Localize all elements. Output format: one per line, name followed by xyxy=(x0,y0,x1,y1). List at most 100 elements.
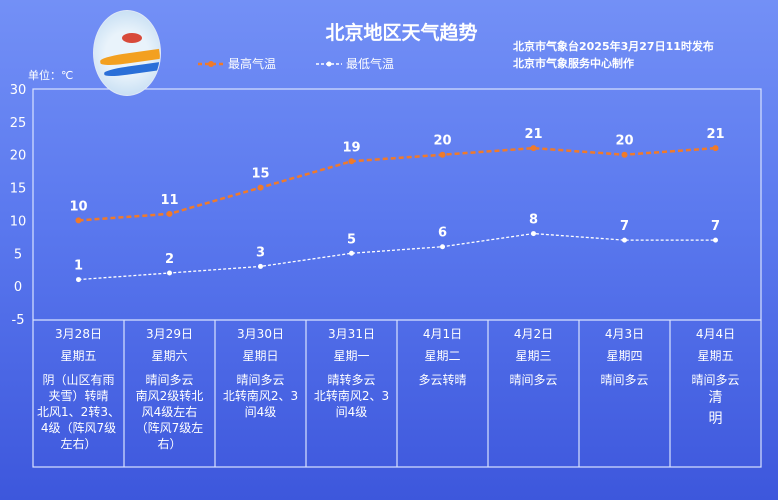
data-label: 2 xyxy=(165,252,174,267)
data-point xyxy=(349,250,354,256)
y-tick-label: -5 xyxy=(12,313,25,328)
data-label: 7 xyxy=(620,219,629,234)
forecast-day: 3月31日星期一晴转多云北转南风2、3 间4级 xyxy=(306,320,397,467)
day-weather-line: 间4级 xyxy=(335,405,368,419)
series-line-low xyxy=(78,232,716,281)
y-tick-label: 10 xyxy=(10,214,27,229)
day-weather-line: 晴间多云 xyxy=(509,373,558,387)
day-weather-line: 间4级 xyxy=(244,405,277,419)
data-point xyxy=(439,151,446,158)
data-label: 8 xyxy=(529,213,538,228)
day-date: 4月4日 xyxy=(695,327,736,341)
y-tick-label: 25 xyxy=(10,116,27,131)
issuer-line-2: 北京市气象服务中心制作 xyxy=(513,57,634,70)
legend-high-marker-icon xyxy=(198,60,224,67)
day-weather-line: （阵风7级左 xyxy=(135,421,204,435)
day-weather-line: 晴间多云 xyxy=(145,373,194,387)
data-label: 6 xyxy=(438,226,447,241)
y-tick-label: 20 xyxy=(10,149,27,164)
legend-low-marker-icon xyxy=(316,61,342,66)
forecast-day: 4月4日星期五晴间多云清明 xyxy=(670,320,761,467)
data-label: 7 xyxy=(711,219,720,234)
meteorological-service-logo xyxy=(93,10,161,96)
data-label: 20 xyxy=(433,134,451,149)
day-weather-line: 晴间多云 xyxy=(691,373,740,387)
data-label: 5 xyxy=(347,232,356,247)
data-point xyxy=(75,217,82,224)
day-weekday: 星期日 xyxy=(242,349,279,363)
y-tick-label: 5 xyxy=(14,247,22,262)
forecast-day: 3月29日星期六晴间多云南风2级转北 风4级左右 （阵风7级左 右） xyxy=(124,320,215,467)
day-weather-line: 左右） xyxy=(60,437,97,451)
forecast-day: 4月3日星期四晴间多云 xyxy=(579,320,670,467)
data-point xyxy=(166,210,173,217)
data-label: 3 xyxy=(256,245,265,260)
data-label: 20 xyxy=(615,134,633,149)
day-date: 3月29日 xyxy=(146,327,193,341)
day-date: 3月28日 xyxy=(55,327,102,341)
day-weekday: 星期四 xyxy=(606,349,643,363)
y-tick-label: 15 xyxy=(10,182,27,197)
day-weather-line: 晴间多云 xyxy=(236,373,285,387)
y-tick-label: 0 xyxy=(14,280,22,295)
day-date: 4月3日 xyxy=(604,327,645,341)
chart-title: 北京地区天气趋势 xyxy=(325,22,478,44)
data-point xyxy=(622,237,627,243)
forecast-day: 4月2日星期三晴间多云 xyxy=(488,320,579,467)
data-label: 1 xyxy=(74,259,83,274)
data-label: 19 xyxy=(342,140,360,155)
data-point xyxy=(257,184,264,191)
day-weather-line: 4级（阵风7级 xyxy=(40,421,117,435)
data-point xyxy=(167,270,172,276)
day-weekday: 星期五 xyxy=(60,349,97,363)
day-weather-line: 夹雪）转晴 xyxy=(48,389,109,403)
data-point xyxy=(713,237,718,243)
data-point xyxy=(76,277,81,283)
forecast-day: 3月30日星期日晴间多云北转南风2、3 间4级 xyxy=(215,320,306,467)
legend-high-label: 最高气温 xyxy=(228,57,277,71)
day-weekday: 星期三 xyxy=(515,349,552,363)
day-date: 4月2日 xyxy=(513,327,554,341)
forecast-day: 4月1日星期二多云转晴 xyxy=(397,320,488,467)
data-label: 15 xyxy=(251,167,269,182)
day-weather-line: 右） xyxy=(157,437,182,451)
forecast-day: 3月28日星期五阴（山区有雨 夹雪）转晴北风1、2转3、 4级（阵风7级 左右） xyxy=(33,320,124,467)
data-point xyxy=(530,145,537,152)
day-weekday: 星期五 xyxy=(697,349,734,363)
data-label: 21 xyxy=(524,127,542,142)
data-label: 10 xyxy=(69,199,87,214)
data-point xyxy=(258,263,263,269)
day-date: 4月1日 xyxy=(422,327,463,341)
day-weather-line: 晴转多云 xyxy=(327,373,376,387)
day-weather-line: 多云转晴 xyxy=(418,373,467,387)
day-weekday: 星期二 xyxy=(424,349,461,363)
data-label: 21 xyxy=(706,127,724,142)
day-weather-line: 晴间多云 xyxy=(600,373,649,387)
day-weather-line: 北转南风2、3 xyxy=(313,389,390,403)
day-weekday: 星期六 xyxy=(151,349,188,363)
data-point xyxy=(712,145,719,152)
issuer-line-1: 北京市气象台2025年3月27日11时发布 xyxy=(513,40,714,53)
data-point xyxy=(621,151,628,158)
y-tick-label: 30 xyxy=(10,83,27,98)
data-label: 11 xyxy=(160,193,178,208)
data-point xyxy=(531,231,536,237)
day-date: 3月31日 xyxy=(328,327,375,341)
unit-label: 单位：℃ xyxy=(28,69,74,82)
day-date: 3月30日 xyxy=(237,327,284,341)
festival-text: 明 xyxy=(708,411,723,427)
data-point xyxy=(348,158,355,165)
day-weather-line: 风4级左右 xyxy=(141,405,198,419)
day-weather-line: 阴（山区有雨 xyxy=(42,373,115,387)
festival-text: 清 xyxy=(708,390,723,406)
legend-low: 最低气温 xyxy=(316,55,394,72)
legend-high: 最高气温 xyxy=(198,55,276,72)
data-point xyxy=(440,244,445,250)
day-weather-line: 北转南风2、3 xyxy=(222,389,299,403)
day-weather-line: 北风1、2转3、 xyxy=(37,405,120,419)
day-weekday: 星期一 xyxy=(333,349,370,363)
legend-low-label: 最低气温 xyxy=(346,57,395,71)
series-line-high xyxy=(78,146,716,222)
day-weather-line: 南风2级转北 xyxy=(135,389,204,403)
